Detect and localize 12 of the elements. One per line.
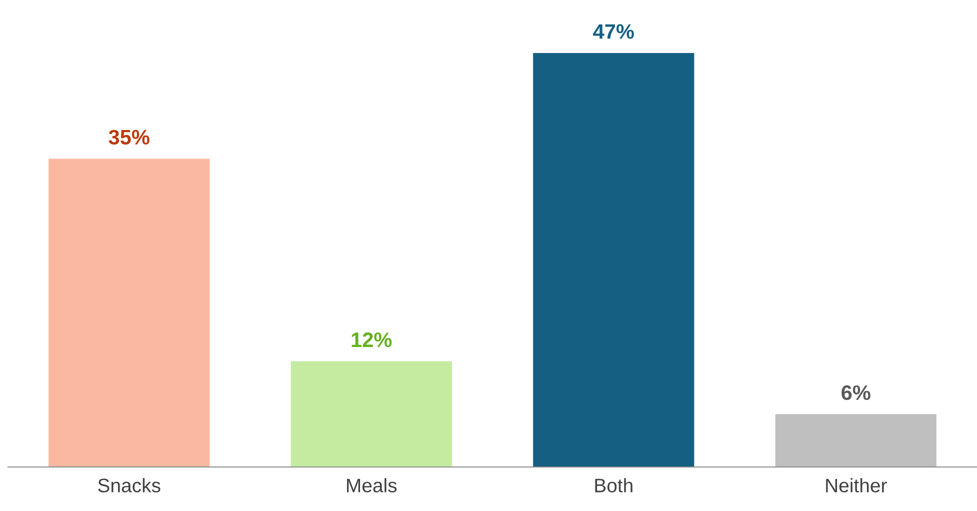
- data-label: 35%: [108, 130, 150, 145]
- x-tick-label: Neither: [826, 478, 887, 492]
- x-tick-label: Both: [595, 478, 632, 492]
- data-label: 6%: [842, 385, 870, 400]
- data-label: 47%: [593, 24, 634, 39]
- bar: [775, 414, 936, 467]
- bar: [533, 52, 694, 467]
- x-tick-label: Meals: [347, 478, 397, 492]
- bar: [48, 158, 210, 467]
- x-tick-label: Snacks: [98, 478, 160, 492]
- data-label: 12%: [352, 332, 392, 348]
- bar: [290, 361, 452, 467]
